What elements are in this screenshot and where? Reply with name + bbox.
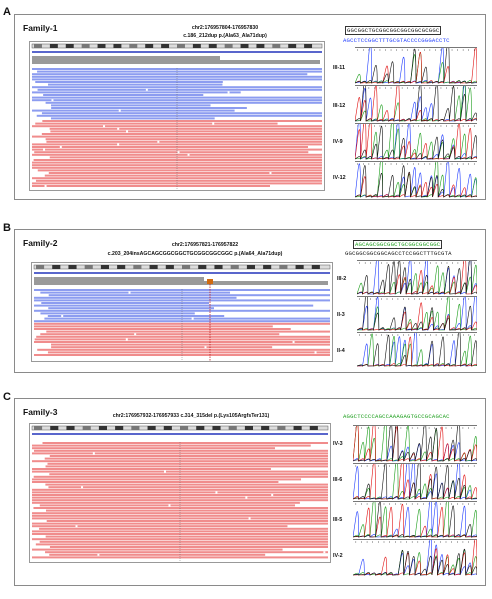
chromatogram-trace [353, 463, 477, 501]
chromatogram-trace [353, 425, 477, 463]
chromatogram-trace [353, 539, 477, 577]
variant-notation: c.203_204insAGCAGCGGCGGCTGCGGCGGCGGC p.(… [107, 251, 283, 257]
sample-label: III-6 [333, 477, 343, 483]
reference-sequence-box: GGCGGCTGCGGCGGCGGCGGCGCGGC [345, 26, 442, 35]
sample-label: II-4 [337, 348, 345, 354]
family-title: Family-2 [23, 238, 58, 248]
sample-label: IV-12 [333, 175, 346, 181]
igv-alignment-tracks [33, 264, 331, 361]
sample-label: III-12 [333, 103, 346, 109]
chromatogram-trace [353, 501, 477, 539]
chromatogram-trace [355, 85, 477, 123]
chromatogram-trace [357, 296, 477, 332]
chromatogram-trace [357, 332, 477, 368]
igv-alignment-view [31, 262, 333, 362]
panel-letter-a: A [3, 6, 11, 18]
sample-label: III-11 [333, 65, 345, 71]
family-title: Family-1 [23, 23, 58, 33]
genomic-coordinate: chr2:176957821-176957822 [171, 242, 239, 248]
genomic-coordinate: chr2:176957932-176957933 c.314_315del p.… [112, 413, 270, 419]
chromatogram-trace [357, 260, 477, 296]
igv-alignment-view [29, 423, 331, 563]
sample-label: IV-9 [333, 139, 343, 145]
panel-a: Family-1 chr2:176957804-176957830 c.186_… [14, 14, 486, 200]
igv-alignment-tracks [31, 43, 323, 190]
chromatogram-trace [355, 47, 477, 85]
sequence-line-2: AGCCTCCGGCTTTGCGTACCCCGGGACCTC [343, 37, 450, 44]
panel-letter-c: C [3, 391, 11, 403]
panel-b: Family-2 chr2:176957821-176957822 c.203_… [14, 229, 486, 373]
reference-sequence-box: AGGCTCCCCAGCCAAAGAGTGCCGCAGCAC [343, 413, 450, 420]
sample-label: III-5 [333, 517, 343, 523]
igv-alignment-view [29, 41, 325, 191]
variant-notation: c.186_212dup p.(Ala63_Ala71dup) [183, 33, 267, 39]
sequence-line-1: AGCAGCGGCGGCTGCGGCGGCGGC [353, 240, 443, 249]
panel-letter-b: B [3, 222, 11, 234]
family-title: Family-3 [23, 407, 58, 417]
sequence-text: AGCCTCCGGCTTTGCGTACCCCGGGACCTC [343, 37, 450, 44]
sample-label: III-2 [337, 276, 347, 282]
chromatogram-trace [355, 161, 477, 199]
panel-c: Family-3 chr2:176957932-176957933 c.314_… [14, 398, 486, 586]
sequence-line-1: GGCGGCTGCGGCGGCGGCGGCGCGGC [345, 26, 442, 35]
sample-label: IV-3 [333, 441, 343, 447]
sequence-text: GGCGGCGGCGGCAGCCTCCGGCTTTGCGTA [345, 250, 452, 257]
sequence-line-2: GGCGGCGGCGGCAGCCTCCGGCTTTGCGTA [345, 250, 452, 257]
reference-sequence-box: AGCAGCGGCGGCTGCGGCGGCGGC [353, 240, 443, 249]
sample-label: II-3 [337, 312, 345, 318]
chromatogram-trace [355, 123, 477, 161]
genomic-coordinate: chr2:176957804-176957830 [191, 25, 259, 31]
igv-alignment-tracks [31, 425, 329, 562]
sample-label: IV-2 [333, 553, 343, 559]
sequence-line-1: AGGCTCCCCAGCCAAAGAGTGCCGCAGCAC [343, 413, 450, 420]
